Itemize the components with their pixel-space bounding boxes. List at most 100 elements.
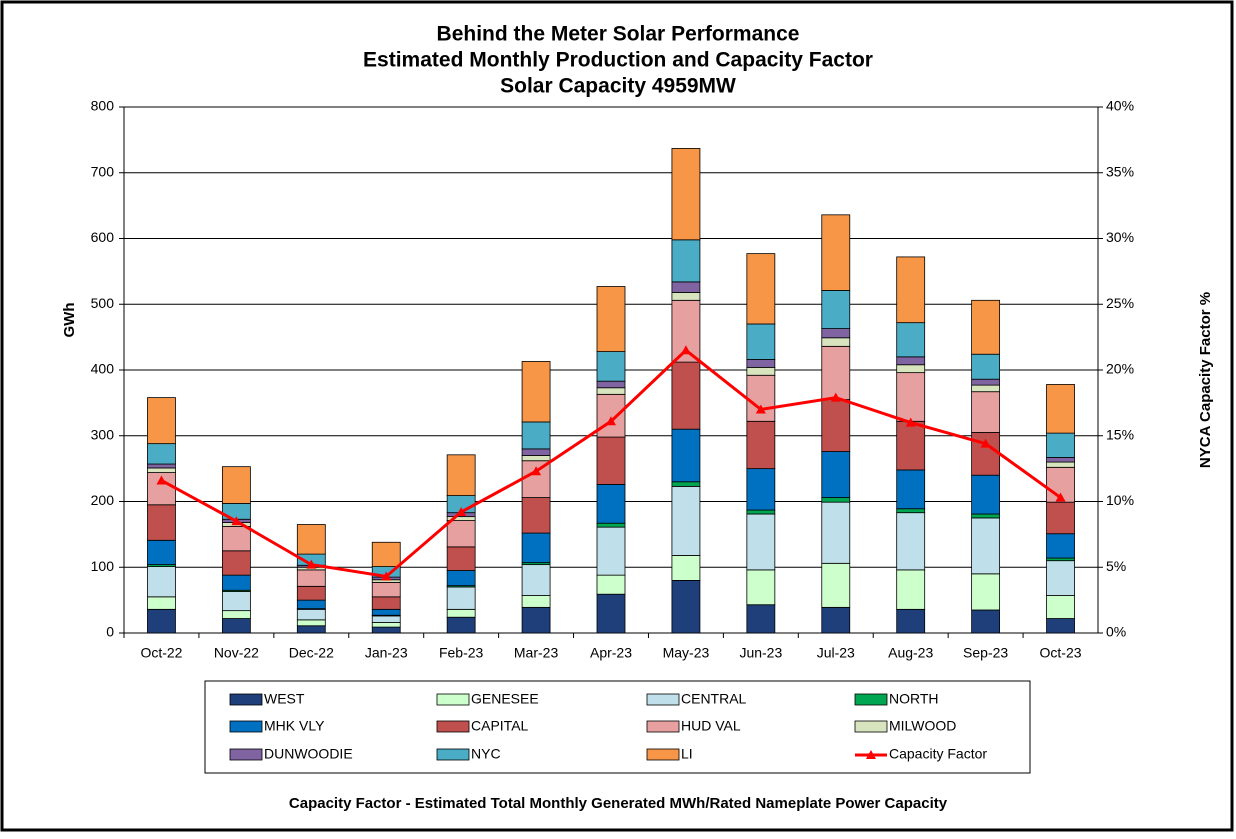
legend-label: GENESEE	[471, 691, 539, 707]
bar-segment	[596, 387, 626, 395]
y-tick-label: 500	[91, 295, 115, 311]
legend-label: CAPITAL	[471, 718, 529, 734]
bar-segment	[221, 591, 251, 612]
line-marker	[381, 571, 392, 581]
x-tick-label: Nov-22	[214, 645, 259, 661]
bar-segment	[671, 292, 701, 301]
bar-segment	[971, 391, 1001, 433]
bar-segment	[1046, 533, 1075, 559]
line-marker	[680, 345, 691, 355]
legend-swatch	[646, 720, 680, 733]
legend-label: NORTH	[889, 691, 939, 707]
legend-swatch	[436, 720, 470, 733]
x-tick-label: Jun-23	[739, 645, 782, 661]
bar-segment	[446, 616, 476, 634]
bar-segment	[147, 566, 176, 598]
bar-segment	[596, 286, 626, 352]
x-tick-label: Dec-22	[289, 645, 334, 661]
legend-label: NYC	[471, 746, 501, 762]
bar-segment	[371, 615, 401, 623]
bar-segment	[596, 484, 626, 524]
legend-box	[204, 680, 1031, 774]
y-tick-label: 200	[91, 492, 115, 508]
bar-segment	[221, 526, 251, 552]
legend-swatch	[229, 720, 263, 733]
y-axis-label: GWh	[61, 303, 78, 338]
bar-segment	[821, 451, 851, 498]
bar-segment	[296, 599, 326, 610]
line-marker	[1055, 492, 1066, 502]
bar-segment	[671, 281, 701, 293]
bar-segment	[971, 378, 1001, 386]
bar-segment	[671, 428, 701, 483]
bar-segment	[896, 569, 926, 610]
bar-segment	[221, 550, 251, 576]
bar-segment	[521, 595, 551, 608]
bar-segment	[221, 466, 251, 504]
bar-segment	[1046, 384, 1075, 434]
bar-segment	[521, 448, 551, 456]
bar-segment	[521, 421, 551, 450]
bar-segment	[596, 574, 626, 595]
bar-segment	[446, 520, 476, 548]
legend-swatch	[229, 748, 263, 761]
legend-label: DUNWOODIE	[264, 746, 353, 762]
bar-segment	[671, 239, 701, 283]
legend-label: Capacity Factor	[889, 746, 987, 762]
bar-segment	[521, 606, 551, 634]
x-tick-label: Oct-23	[1040, 645, 1082, 661]
bar-segment	[446, 608, 476, 618]
chart-title: Solar Capacity 4959MW	[500, 75, 736, 98]
bar-segment	[746, 374, 776, 422]
bar-segment	[596, 380, 626, 389]
y-tick-label: 300	[91, 426, 115, 442]
bar-segment	[671, 481, 701, 487]
bar-segment	[1046, 501, 1075, 535]
bar-segment	[371, 541, 401, 567]
line-marker	[755, 404, 766, 414]
legend-swatch	[854, 693, 888, 706]
legend-swatch	[436, 693, 470, 706]
bar-segment	[446, 570, 476, 587]
bar-segment	[446, 586, 476, 610]
bar-segment	[821, 290, 851, 329]
line-marker	[156, 475, 167, 485]
bar-segment	[296, 569, 326, 587]
bar-segment	[521, 455, 551, 462]
bar-segment	[1046, 457, 1075, 463]
y2-tick-label: 40%	[1106, 98, 1134, 114]
y2-tick-label: 5%	[1106, 558, 1126, 574]
bar-segment	[746, 366, 776, 376]
bar-segment	[821, 214, 851, 291]
bar-segment	[521, 564, 551, 596]
bar-segment	[821, 606, 851, 634]
legend-label: WEST	[264, 691, 305, 707]
bar-segment	[746, 604, 776, 634]
bar-segment	[1046, 461, 1075, 468]
bar-segment	[1046, 560, 1075, 596]
bar-segment	[446, 454, 476, 496]
bar-segment	[1046, 618, 1075, 634]
bar-segment	[596, 436, 626, 485]
bar-segment	[971, 517, 1001, 575]
y2-axis-label: NYCA Capacity Factor %	[1197, 292, 1214, 468]
y2-tick-label: 10%	[1106, 492, 1134, 508]
y2-tick-label: 25%	[1106, 295, 1134, 311]
bar-segment	[521, 497, 551, 534]
bar-segment	[896, 322, 926, 358]
footnote: Capacity Factor - Estimated Total Monthl…	[289, 795, 948, 812]
bar-segment	[671, 555, 701, 581]
bar-segment	[221, 618, 251, 634]
y2-tick-label: 15%	[1106, 426, 1134, 442]
line-marker	[231, 516, 242, 526]
bar-segment	[821, 501, 851, 564]
bar-segment	[221, 610, 251, 619]
bar-segment	[296, 585, 326, 601]
line-marker	[980, 438, 991, 448]
bar-segment	[671, 361, 701, 430]
legend-label: LI	[681, 746, 693, 762]
bar-segment	[1046, 595, 1075, 619]
legend-swatch	[646, 693, 680, 706]
y2-tick-label: 0%	[1106, 624, 1126, 640]
bar-segment	[971, 353, 1001, 380]
